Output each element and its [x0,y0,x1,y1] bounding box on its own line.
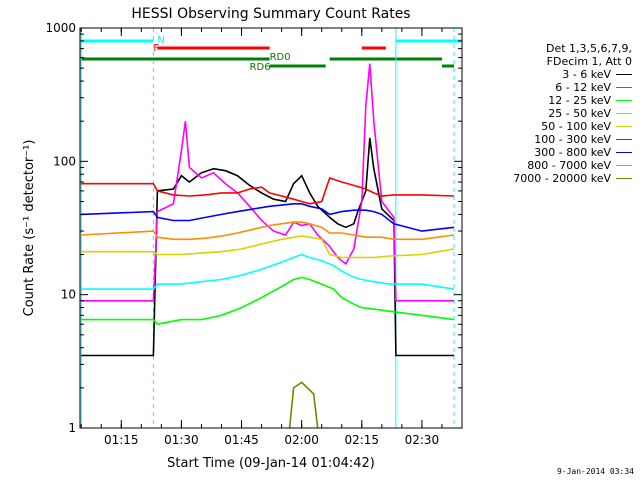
y-axis-label: Count Rate (s⁻¹ detector⁻¹) [22,140,37,317]
series-line-4 [81,235,455,259]
series-line-8 [288,381,319,428]
series-line-2 [81,276,455,326]
legend-item: 25 - 50 keV [488,107,632,120]
y-tick-label: 1000 [45,21,76,35]
legend-item: 7000 - 20000 keV [488,172,632,185]
annotation-f: F [153,43,159,54]
series-group [81,63,455,428]
legend-swatch [616,87,632,88]
x-tick-label: 01:30 [164,433,199,447]
legend-item: 300 - 800 keV [488,146,632,159]
x-tick-label: 02:30 [405,433,440,447]
legend-item: 3 - 6 keV [488,68,632,81]
chart-title: HESSI Observing Summary Count Rates [131,6,410,22]
annotation-rd0: RD0 [270,52,291,63]
y-tick-label: 100 [53,154,76,168]
y-tick-label: 10 [61,288,76,302]
legend-header-2: FDecim 1, Att 0 [546,55,632,68]
legend-label: 100 - 300 keV [534,133,611,146]
legend-label: 50 - 100 keV [541,120,611,133]
x-tick-label: 02:15 [344,433,379,447]
legend-swatch [616,113,632,114]
timestamp: 9-Jan-2014 03:34 [556,467,634,476]
y-tick-label: 1 [68,421,76,435]
legend-label: 25 - 50 keV [548,107,611,120]
legend-swatch [616,100,632,101]
legend-item: 6 - 12 keV [488,81,632,94]
series-line-6 [81,203,455,232]
plot-frame [79,27,463,429]
legend-swatch [616,152,632,153]
legend-item: 50 - 100 keV [488,120,632,133]
legend-label: 7000 - 20000 keV [513,172,611,185]
legend-swatch [616,139,632,140]
legend-item: 100 - 300 keV [488,133,632,146]
state-bars [81,39,462,68]
series-line-7 [81,221,455,241]
legend-label: 300 - 800 keV [534,146,611,159]
annotation-n: N [157,35,164,46]
legend-label: 800 - 7000 keV [527,159,611,172]
series-line-0 [81,137,454,357]
x-tick-label: 01:15 [104,433,139,447]
legend-item: 12 - 25 keV [488,94,632,107]
series-line-1 [81,63,454,302]
legend-swatch [616,74,632,75]
legend-label: 12 - 25 keV [548,94,611,107]
legend-label: 6 - 12 keV [555,81,611,94]
legend-label: 3 - 6 keV [562,68,611,81]
legend-swatch [616,165,632,166]
x-tick-label: 02:00 [284,433,319,447]
legend-item: 800 - 7000 keV [488,159,632,172]
x-tick-label: 01:45 [224,433,259,447]
annotation-rd6: RD6 [250,62,271,73]
series-line-5 [81,176,455,205]
series-line-3 [81,253,455,290]
x-axis-label: Start Time (09-Jan-14 01:04:42) [167,456,375,471]
legend-swatch [616,126,632,127]
legend-swatch [616,178,632,179]
legend-header-1: Det 1,3,5,6,7,9, [545,42,632,55]
legend: Det 1,3,5,6,7,9, FDecim 1, Att 0 3 - 6 k… [488,42,632,185]
